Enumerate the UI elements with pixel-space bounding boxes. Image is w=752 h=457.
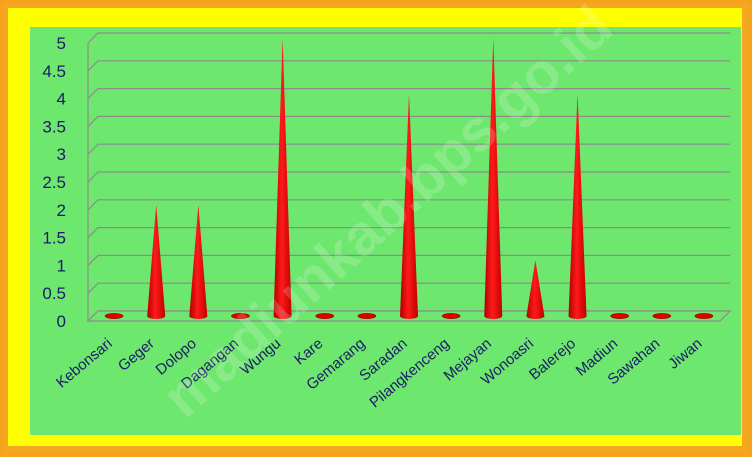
y-tick-label: 3.5: [42, 117, 66, 136]
chart-area: [30, 27, 741, 435]
gridline: [87, 115, 730, 127]
y-tick-label: 0.5: [42, 284, 66, 303]
cone-bar: [400, 93, 418, 319]
gridline: [87, 199, 730, 211]
x-tick-label: Balerejo: [526, 335, 579, 383]
y-tick-label: 4.5: [42, 62, 66, 81]
cone-bar: [357, 313, 377, 319]
gridline: [87, 227, 730, 239]
cone-bar: [104, 313, 124, 319]
gridline: [87, 282, 730, 294]
cone-bar: [273, 38, 292, 319]
gridline: [87, 171, 730, 183]
y-tick-label: 4: [57, 90, 66, 109]
cone-bar: [694, 313, 714, 319]
gridline: [87, 32, 730, 44]
y-tick-label: 5: [57, 34, 66, 53]
gridline: [87, 143, 730, 155]
x-tick-label: Geger: [115, 335, 158, 375]
x-tick-label: Kare: [291, 335, 326, 368]
y-tick-label: 1.5: [42, 229, 66, 248]
gridline: [87, 254, 730, 266]
cone-bar: [315, 313, 335, 319]
cone-bar: [652, 313, 672, 319]
cone-bar: [231, 313, 250, 319]
cone-bar: [147, 204, 166, 319]
cone-bar: [189, 204, 208, 319]
x-tick-label: Kebonsari: [53, 335, 116, 391]
cone-bar: [610, 313, 629, 319]
data-cones: [104, 38, 714, 319]
y-tick-label: 2: [57, 201, 66, 220]
y-tick-label: 0: [57, 312, 66, 331]
y-tick-label: 1: [57, 256, 66, 275]
cone-bar: [441, 313, 461, 319]
x-tick-label: Jiwan: [665, 335, 705, 373]
gridline: [87, 60, 730, 72]
cone-bar: [484, 38, 503, 319]
y-tick-label: 2.5: [42, 173, 66, 192]
y-tick-label: 3: [57, 145, 66, 164]
cone-bar: [526, 260, 545, 319]
gridline: [87, 87, 730, 100]
cone-bar: [568, 93, 587, 319]
y-axis: 0 0.5 1 1.5 2 2.5 3 3.5 4 4.5 5: [42, 34, 89, 331]
